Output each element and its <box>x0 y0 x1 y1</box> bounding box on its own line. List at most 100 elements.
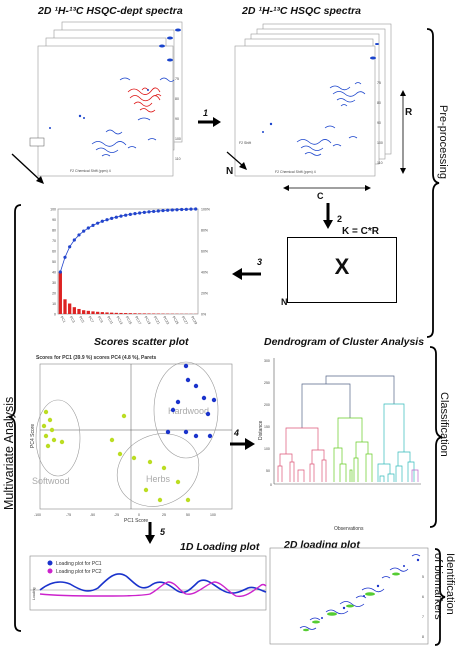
pareto-x-tick: PC25 <box>171 316 179 326</box>
svg-text:50: 50 <box>186 513 190 517</box>
cumulative-point <box>77 233 81 237</box>
cumulative-point <box>63 255 67 259</box>
svg-text:110: 110 <box>175 157 181 161</box>
pareto-bar <box>100 312 104 314</box>
pc1-loading-line <box>39 573 267 594</box>
pareto-x-tick: PC3 <box>69 316 76 324</box>
pareto-bar <box>105 312 109 314</box>
step-1-arrow <box>198 117 221 127</box>
cube-r-label: R <box>405 107 413 118</box>
scores-title: Scores scatter plot <box>94 336 189 348</box>
pareto-left-tick: 40 <box>52 271 56 275</box>
cube-n-label: N <box>226 166 234 177</box>
cumulative-point <box>82 229 86 233</box>
pareto-x-tick: PC29 <box>190 316 198 326</box>
step-3-arrow <box>232 268 261 280</box>
hsqc-dept-title: 2D ¹H-¹³C HSQC-dept spectra <box>38 5 183 17</box>
step-4-label: 4 <box>234 428 240 438</box>
cumulative-point <box>110 216 114 220</box>
svg-text:F2 Chemical Shift (ppm) 4: F2 Chemical Shift (ppm) 4 <box>70 169 111 173</box>
group-hardwood: Hardwood <box>168 406 209 416</box>
pareto-plot-area <box>57 208 199 315</box>
svg-text:-75: -75 <box>66 513 71 517</box>
svg-text:90: 90 <box>377 121 381 125</box>
pareto-bar <box>138 313 142 314</box>
cumulative-point <box>194 207 198 211</box>
pareto-x-tick: PC23 <box>162 316 170 326</box>
multivariate-label: Multivariate Analysis <box>2 396 16 510</box>
pareto-left-tick: 0 <box>54 313 56 317</box>
step-2-label: 2 <box>337 214 343 224</box>
cumulative-point <box>119 214 123 218</box>
pareto-bar <box>82 310 86 314</box>
pareto-right-tick: 80% <box>201 229 208 233</box>
biomarkers-bracket <box>434 548 446 646</box>
cumulative-point <box>170 208 174 212</box>
scores-plot: Scores for PC1 (39.9 %) scores PC4 (4.8 … <box>30 355 233 524</box>
pareto-bar <box>72 307 76 314</box>
step-5-arrow <box>145 522 155 544</box>
svg-text:100: 100 <box>175 137 181 141</box>
cumulative-point <box>58 270 62 274</box>
svg-text:8: 8 <box>422 635 424 639</box>
matrix-label: X <box>334 254 350 279</box>
svg-text:F2 Chemical Shift (ppm) 4: F2 Chemical Shift (ppm) 4 <box>275 170 316 174</box>
multivariate-bracket <box>8 204 22 632</box>
svg-text:300: 300 <box>264 359 270 363</box>
cumulative-point <box>175 208 179 212</box>
cumulative-point <box>105 218 109 222</box>
svg-text:80: 80 <box>377 101 381 105</box>
svg-text:110: 110 <box>377 161 383 165</box>
svg-text:80: 80 <box>175 97 179 101</box>
cumulative-point <box>147 210 151 214</box>
svg-text:50: 50 <box>266 469 270 473</box>
legend-pc1: Loading plot for PC1 <box>56 561 102 567</box>
cumulative-point <box>152 209 156 214</box>
step-5-label: 5 <box>160 527 166 537</box>
pareto-x-tick: PC1 <box>59 316 66 324</box>
pareto-bar <box>110 312 114 314</box>
svg-text:90: 90 <box>175 117 179 121</box>
pareto-bar <box>147 313 151 314</box>
svg-text:25: 25 <box>162 513 166 517</box>
biomarkers-label-line1: Identification <box>444 553 456 615</box>
loading1d-title: 1D Loading plot <box>180 541 260 553</box>
pareto-bar <box>68 303 72 314</box>
legend-pc2: Loading plot for PC2 <box>56 569 102 575</box>
pareto-bar <box>124 313 128 314</box>
matrix-rows-label: N <box>281 297 288 307</box>
pareto-left-tick: 50 <box>52 260 56 264</box>
pareto-bar <box>58 272 62 314</box>
pareto-bar <box>142 313 146 314</box>
group-herbs: Herbs <box>146 474 171 484</box>
svg-text:6: 6 <box>422 595 424 599</box>
pareto-bar <box>77 308 81 314</box>
loading-ylabel: Loading <box>32 587 36 600</box>
cumulative-point <box>138 211 142 215</box>
scores-xlabel: PC1 Score <box>124 518 148 524</box>
cumulative-point <box>133 212 137 216</box>
pareto-x-tick: PC7 <box>87 316 94 324</box>
pareto-right-tick: 60% <box>201 250 208 254</box>
cumulative-point <box>142 210 146 214</box>
pareto-left-tick: 20 <box>52 292 56 296</box>
svg-text:100: 100 <box>264 447 270 451</box>
step-1-label: 1 <box>203 108 209 118</box>
pareto-right-tick: 40% <box>201 271 208 275</box>
svg-text:5: 5 <box>422 575 424 579</box>
svg-text:200: 200 <box>264 403 270 407</box>
cumulative-point <box>96 221 100 225</box>
classification-bracket <box>429 346 443 528</box>
step-3-label: 3 <box>257 257 263 267</box>
pareto-left-tick: 80 <box>52 229 56 233</box>
pareto-bar <box>86 310 90 314</box>
matrix-formula: K = C*R <box>342 226 379 237</box>
pareto-bar <box>128 313 132 314</box>
svg-text:75: 75 <box>377 81 381 85</box>
preprocessing-bracket <box>426 28 440 338</box>
pareto-bar <box>133 313 137 314</box>
step-4-arrow <box>230 438 255 450</box>
svg-text:-25: -25 <box>114 513 119 517</box>
pareto-left-tick: 60 <box>52 250 56 254</box>
